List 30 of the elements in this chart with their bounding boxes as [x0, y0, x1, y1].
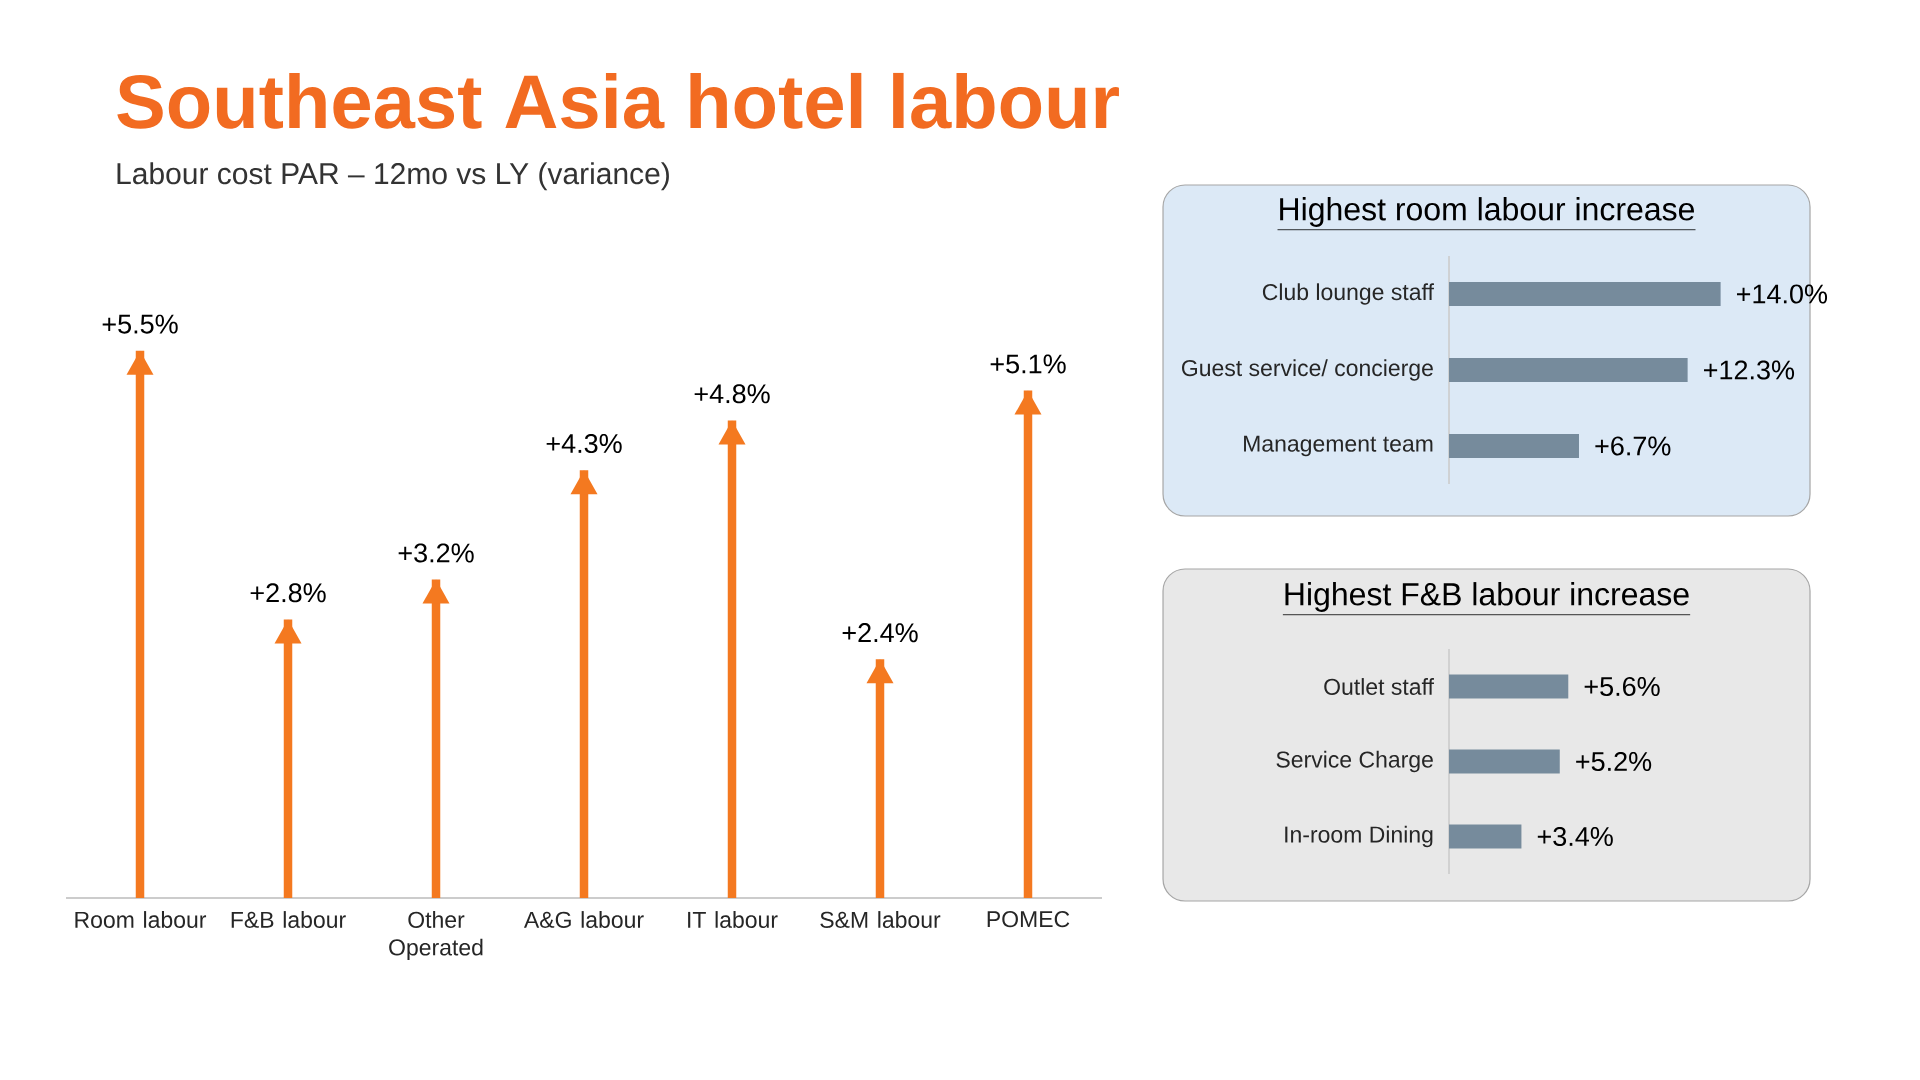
chart-title: Highest room labour increase — [1280, 197, 1694, 227]
x-tick-label: S&M labour — [820, 911, 941, 928]
x-tick-label: F&B labour — [231, 911, 346, 928]
x-tick-label: A&G labour — [523, 911, 644, 928]
data-label: +2.4% — [842, 623, 918, 643]
y-tick-label: Service Charge — [1276, 750, 1433, 773]
data-label: +12.3% — [1704, 360, 1795, 380]
data-label: +3.2% — [398, 543, 474, 563]
x-tick-label: Room labour — [75, 911, 207, 928]
data-label: +4.8% — [694, 384, 770, 404]
y-tick-label: In-room Dining — [1285, 825, 1433, 848]
data-label: +2.8% — [250, 583, 326, 603]
y-tick-label: Club lounge staff — [1262, 283, 1434, 305]
x-tick-label: IT labour — [688, 911, 778, 928]
data-label: +5.5% — [102, 314, 178, 334]
data-label: +4.3% — [546, 433, 622, 454]
chart-title: Southeast Asia hotel labour — [117, 72, 1119, 129]
data-label: +14.0% — [1736, 284, 1828, 304]
data-label: +6.7% — [1595, 436, 1671, 456]
data-label: +3.4% — [1537, 826, 1613, 847]
chart-subtitle: Labour cost PAR – 12mo vs LY (variance) — [117, 162, 669, 191]
y-tick-label: Guest service/ concierge — [1182, 359, 1433, 381]
x-tick-label: Other Operated — [389, 911, 483, 961]
data-label: +5.2% — [1576, 751, 1652, 772]
y-tick-label: Management team — [1244, 435, 1433, 457]
chart-title: Highest F&B labour increase — [1285, 582, 1689, 612]
x-tick-label: POMEC — [987, 911, 1070, 928]
data-label: +5.1% — [990, 354, 1066, 374]
y-tick-label: Outlet staff — [1324, 678, 1434, 695]
data-label: +5.6% — [1584, 676, 1660, 697]
